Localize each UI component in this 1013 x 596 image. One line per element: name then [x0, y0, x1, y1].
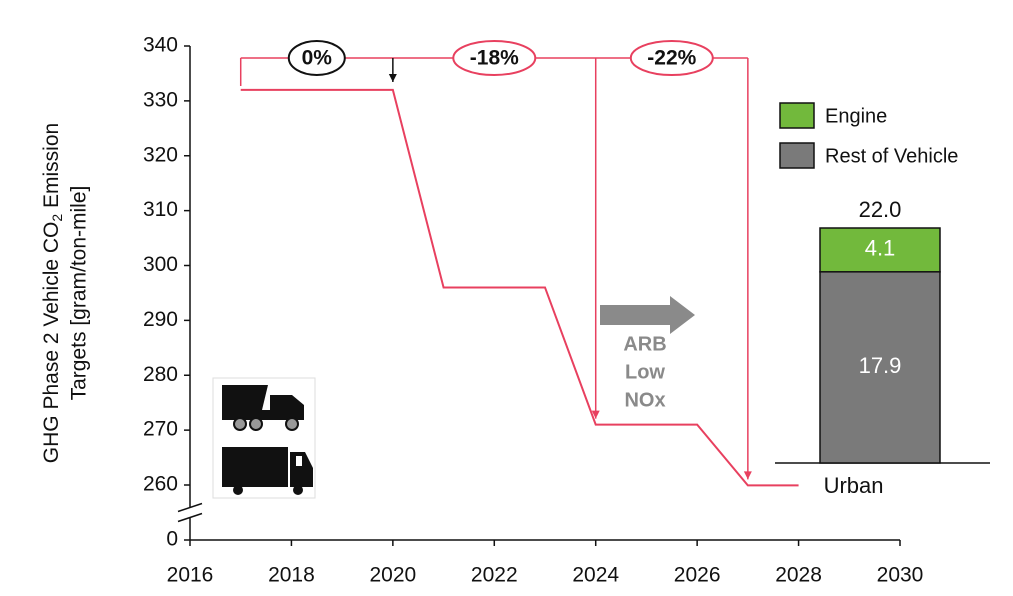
annotation-oval: [452, 40, 537, 76]
y-axis-label: Targets [gram/ton-mile]: [68, 186, 91, 401]
bar-total-label: 22.0: [859, 197, 902, 222]
annotation-label: -18%: [470, 47, 519, 70]
y-tick-label: 330: [143, 88, 178, 111]
x-tick-label: 2030: [877, 564, 924, 587]
y-tick-label: 340: [143, 34, 178, 57]
x-tick-label: 2026: [674, 564, 721, 587]
x-tick-label: 2028: [775, 564, 822, 587]
x-tick-label: 2020: [369, 564, 416, 587]
y-tick-label: 260: [143, 473, 178, 496]
annotation-oval: [629, 40, 714, 76]
axis-break-gap: [176, 507, 204, 518]
y-tick-label: 310: [143, 198, 178, 221]
x-tick-label: 2024: [572, 564, 619, 587]
bar-segment: [819, 227, 941, 273]
y-label-part: Emission: [40, 123, 63, 214]
axis-break: [177, 502, 203, 513]
annotation-label: 0%: [302, 47, 333, 70]
y-label-sub: 2: [49, 214, 65, 222]
y-tick-label: 290: [143, 308, 178, 331]
arrow-head: [743, 471, 752, 480]
truck-icons: [212, 377, 316, 499]
note-text: ARB: [623, 333, 666, 355]
y-label-part: GHG Phase 2 Vehicle CO: [40, 222, 63, 464]
axis-break: [177, 512, 203, 523]
bar-value-label: 17.9: [859, 353, 902, 378]
legend-swatch: [779, 102, 815, 129]
series-line: [240, 88, 799, 487]
y-tick-label: 270: [143, 418, 178, 441]
bar-value-label: 4.1: [865, 236, 896, 261]
y-tick-label: 0: [166, 528, 178, 551]
x-tick-label: 2022: [471, 564, 518, 587]
x-tick-label: 2016: [167, 564, 214, 587]
annotation-label: -22%: [647, 47, 696, 70]
legend-label: Engine: [825, 105, 887, 127]
y-axis-label: GHG Phase 2 Vehicle CO2 Emission: [40, 123, 65, 463]
arrow-head: [388, 74, 397, 82]
note-text: Low: [625, 361, 665, 383]
legend-swatch: [779, 142, 815, 169]
arrow-head: [591, 410, 600, 419]
x-tick-label: 2018: [268, 564, 315, 587]
arb-arrow: [600, 296, 695, 334]
y-tick-label: 300: [143, 253, 178, 276]
series-label: Urban: [824, 473, 884, 498]
note-text: NOx: [624, 389, 665, 411]
legend-label: Rest of Vehicle: [825, 145, 958, 167]
annotation-oval: [287, 40, 346, 76]
y-tick-label: 320: [143, 143, 178, 166]
y-tick-label: 280: [143, 363, 178, 386]
bar-segment: [819, 271, 941, 464]
